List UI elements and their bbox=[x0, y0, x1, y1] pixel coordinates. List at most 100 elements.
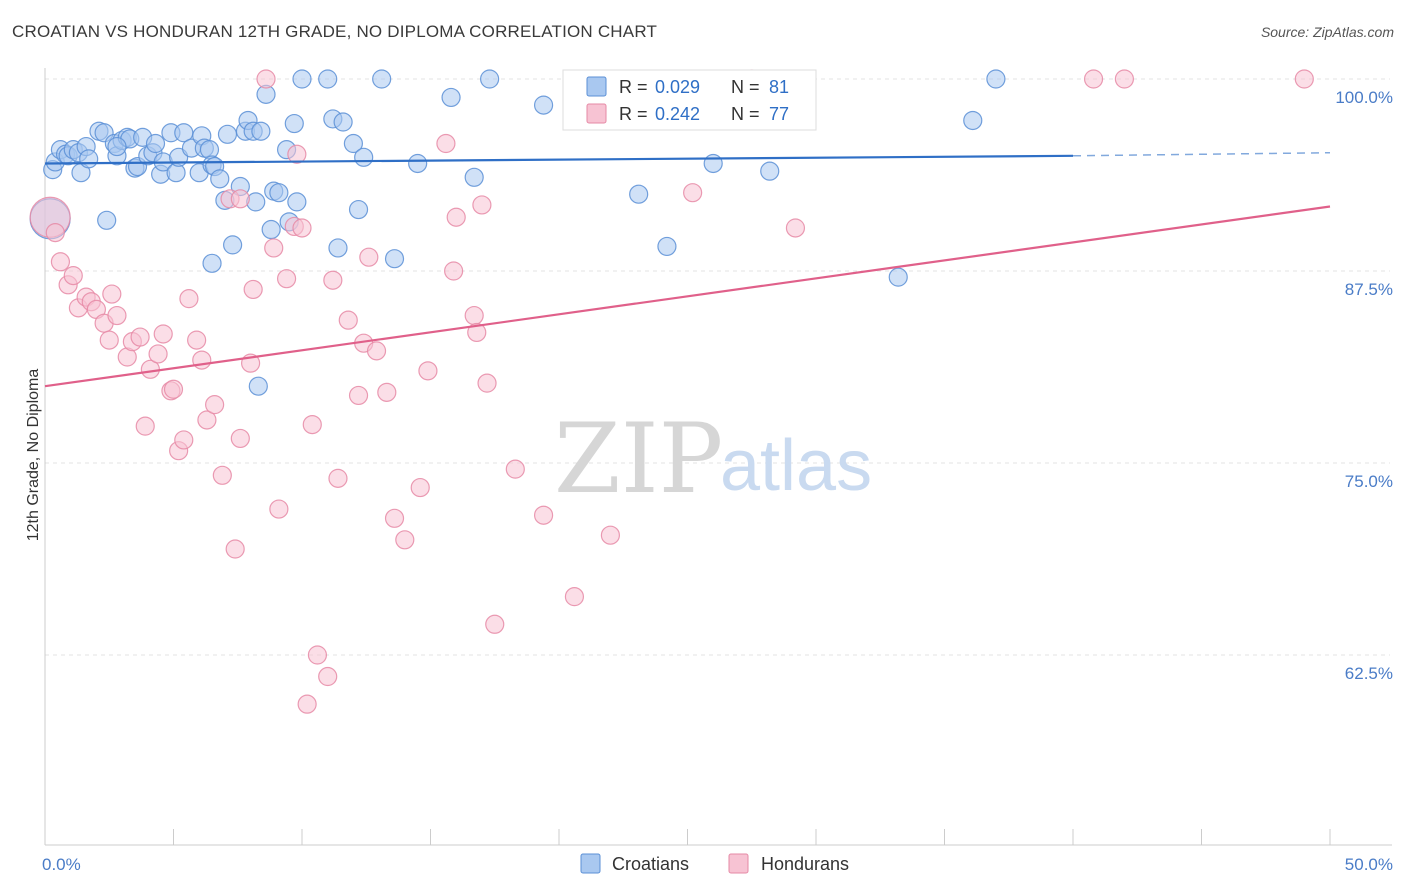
point-croatians-77 bbox=[986, 69, 1006, 89]
point-croatians-40 bbox=[217, 124, 238, 144]
y-tick-label-3: 62.5% bbox=[1345, 664, 1393, 683]
point-hondurans-76 bbox=[163, 379, 184, 399]
point-hondurans-71 bbox=[297, 694, 317, 714]
point-hondurans-2 bbox=[50, 252, 71, 272]
bottom-legend-label-hondurans: Hondurans bbox=[761, 854, 849, 874]
point-croatians-56 bbox=[287, 192, 307, 212]
point-croatians-80 bbox=[372, 69, 392, 89]
point-hondurans-23 bbox=[179, 289, 199, 309]
legend-swatch-hondurans bbox=[586, 103, 607, 124]
y-tick-labels: 100.0% 87.5% 75.0% 62.5% bbox=[1335, 88, 1393, 683]
point-hondurans-61 bbox=[505, 459, 525, 479]
point-hondurans-30 bbox=[225, 539, 245, 559]
axes bbox=[44, 68, 1392, 846]
point-croatians-73 bbox=[703, 153, 723, 174]
point-croatians-12 bbox=[97, 210, 117, 230]
point-croatians-9 bbox=[79, 149, 99, 169]
point-hondurans-16 bbox=[135, 416, 155, 436]
chart-source: Source: ZipAtlas.com bbox=[1260, 24, 1394, 40]
y-tick-label-1: 87.5% bbox=[1345, 280, 1393, 299]
trend-line-croatians bbox=[44, 154, 1074, 165]
point-hondurans-1 bbox=[45, 223, 65, 243]
point-croatians-79 bbox=[107, 136, 127, 157]
watermark-atlas-text: atlas bbox=[720, 426, 872, 506]
legend-n-label-croatians: N = bbox=[731, 77, 760, 97]
point-hondurans-19 bbox=[153, 324, 173, 344]
point-hondurans-58 bbox=[464, 305, 484, 326]
point-croatians-64 bbox=[354, 147, 374, 167]
point-croatians-62 bbox=[343, 133, 363, 154]
point-croatians-71 bbox=[629, 184, 649, 204]
chart-title: CROATIAN VS HONDURAN 12TH GRADE, NO DIPL… bbox=[12, 22, 658, 41]
point-croatians-70 bbox=[533, 95, 554, 115]
legend-r-value-croatians: 0.029 bbox=[655, 77, 700, 97]
point-hondurans-26 bbox=[197, 410, 217, 430]
point-hondurans-27 bbox=[205, 395, 225, 415]
point-hondurans-43 bbox=[323, 270, 343, 290]
point-hondurans-42 bbox=[318, 666, 338, 687]
point-hondurans-69 bbox=[1114, 69, 1135, 89]
y-tick-label-0: 100.0% bbox=[1335, 88, 1393, 107]
point-croatians-76 bbox=[963, 110, 983, 131]
point-hondurans-11 bbox=[102, 284, 122, 304]
point-croatians-50 bbox=[261, 219, 281, 240]
x-tick-label-0: 0.0% bbox=[42, 855, 81, 874]
point-hondurans-50 bbox=[377, 382, 397, 402]
point-hondurans-45 bbox=[338, 310, 358, 330]
point-croatians-75 bbox=[888, 267, 908, 287]
series-legend: Croatians Hondurans bbox=[580, 853, 849, 874]
point-hondurans-54 bbox=[418, 361, 438, 381]
stats-legend: R = 0.029 N = 81 R = 0.242 N = 77 bbox=[562, 69, 817, 131]
point-hondurans-33 bbox=[243, 279, 263, 300]
point-croatians-23 bbox=[145, 133, 166, 154]
point-hondurans-25 bbox=[192, 350, 212, 370]
point-hondurans-53 bbox=[410, 477, 430, 498]
point-hondurans-28 bbox=[212, 465, 232, 485]
legend-r-value-hondurans: 0.242 bbox=[655, 104, 700, 124]
point-croatians-68 bbox=[464, 167, 484, 187]
point-hondurans-72 bbox=[485, 614, 505, 634]
point-hondurans-70 bbox=[1294, 69, 1314, 89]
x-tick-labels: 0.0% 50.0% bbox=[42, 855, 1393, 874]
point-hondurans-35 bbox=[264, 238, 284, 258]
point-hondurans-12 bbox=[107, 305, 127, 326]
point-croatians-61 bbox=[333, 112, 353, 132]
trend-lines bbox=[44, 151, 1331, 388]
data-points bbox=[29, 69, 1314, 714]
legend-r-label-hondurans: R = bbox=[619, 104, 648, 124]
point-croatians-55 bbox=[284, 113, 304, 134]
point-croatians-36 bbox=[202, 253, 222, 273]
bottom-legend-swatch-hondurans bbox=[728, 853, 749, 874]
point-hondurans-67 bbox=[785, 218, 806, 238]
point-hondurans-24 bbox=[187, 330, 207, 350]
point-croatians-57 bbox=[292, 69, 312, 89]
point-hondurans-64 bbox=[600, 525, 621, 545]
point-hondurans-59 bbox=[467, 322, 487, 343]
point-croatians-41 bbox=[223, 235, 243, 255]
point-croatians-66 bbox=[408, 153, 428, 174]
point-hondurans-52 bbox=[395, 530, 415, 550]
point-hondurans-62 bbox=[533, 505, 554, 525]
y-axis-label: 12th Grade, No Diploma bbox=[25, 369, 42, 542]
point-hondurans-56 bbox=[444, 261, 464, 281]
bottom-legend-label-croatians: Croatians bbox=[612, 854, 689, 874]
point-croatians-74 bbox=[760, 161, 780, 181]
point-croatians-47 bbox=[248, 376, 268, 396]
point-hondurans-39 bbox=[287, 144, 307, 164]
point-croatians-58 bbox=[318, 69, 338, 89]
point-hondurans-18 bbox=[148, 344, 168, 364]
point-hondurans-40 bbox=[302, 415, 322, 435]
point-hondurans-31 bbox=[230, 428, 250, 449]
legend-swatch-croatians bbox=[586, 76, 607, 97]
point-hondurans-65 bbox=[683, 183, 703, 203]
legend-n-value-croatians: 81 bbox=[769, 77, 789, 97]
point-hondurans-49 bbox=[366, 341, 387, 361]
point-hondurans-22 bbox=[174, 430, 194, 450]
point-hondurans-34 bbox=[256, 69, 276, 89]
point-croatians-69 bbox=[480, 69, 500, 89]
trend-line-hondurans bbox=[44, 205, 1331, 388]
point-hondurans-10 bbox=[99, 330, 119, 350]
bottom-legend-swatch-croatians bbox=[580, 853, 601, 874]
point-hondurans-68 bbox=[1083, 69, 1104, 89]
